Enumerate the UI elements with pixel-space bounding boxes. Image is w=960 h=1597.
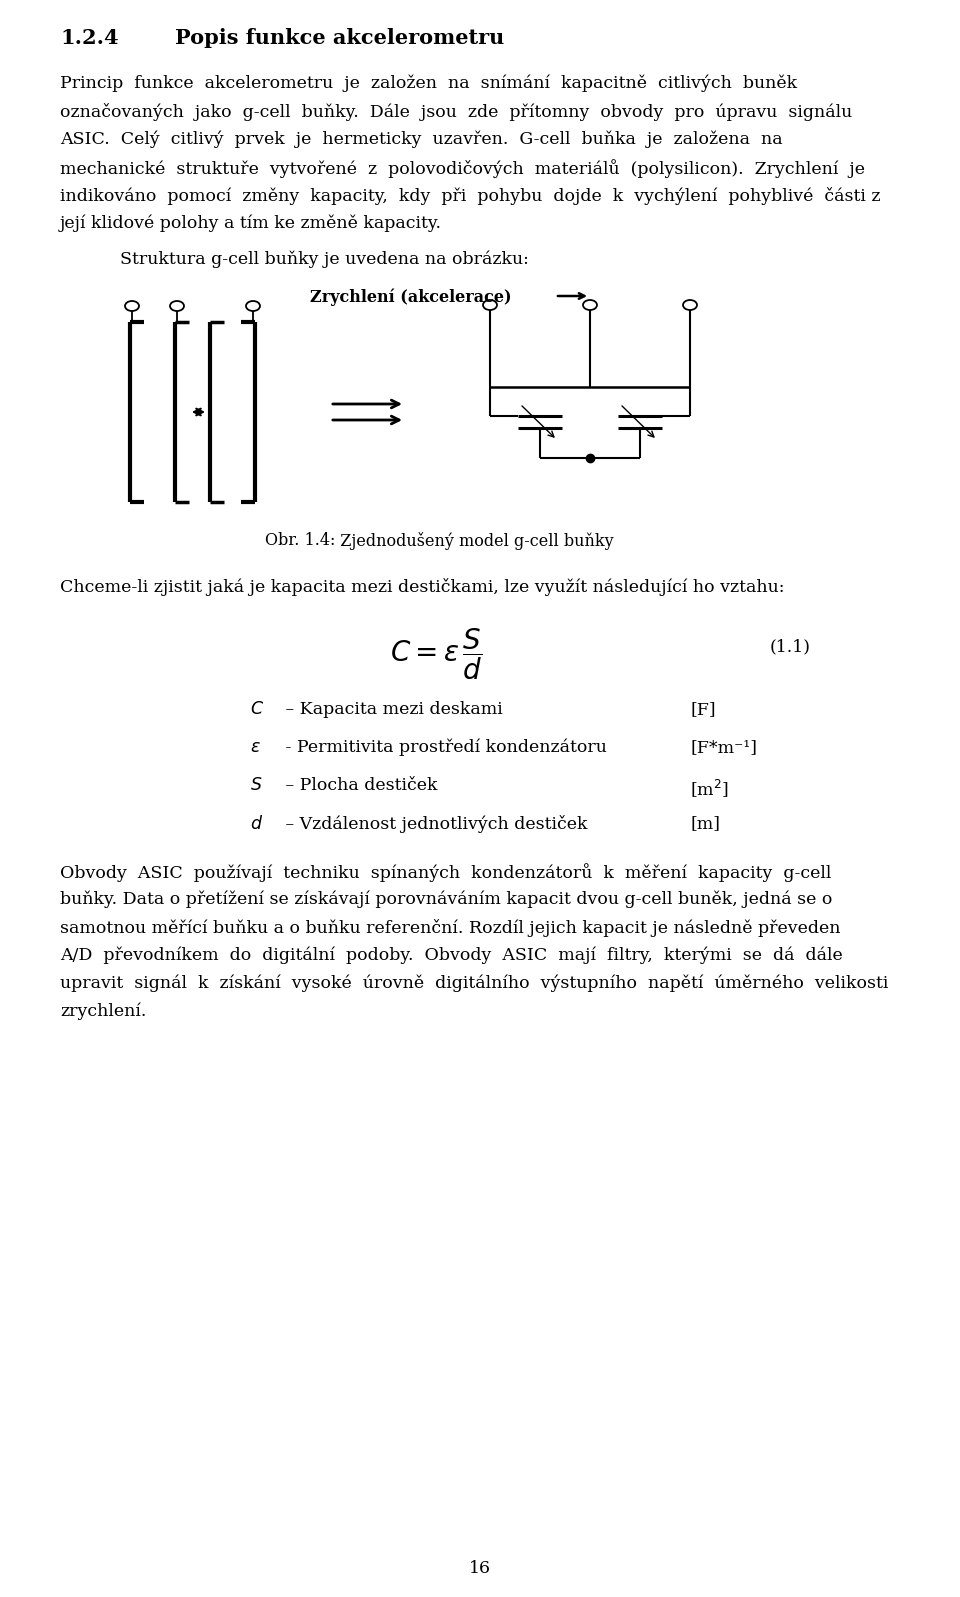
Text: [m]: [m] [690,814,720,832]
Text: Struktura g-cell buňky je uvedena na obrázku:: Struktura g-cell buňky je uvedena na obr… [120,251,529,268]
Text: označovaných  jako  g-cell  buňky.  Dále  jsou  zde  přítomny  obvody  pro  úpra: označovaných jako g-cell buňky. Dále jso… [60,102,852,121]
Text: indikováno  pomocí  změny  kapacity,  kdy  při  pohybu  dojde  k  vychýlení  poh: indikováno pomocí změny kapacity, kdy př… [60,187,880,204]
Text: ASIC.  Celý  citlivý  prvek  je  hermeticky  uzavřen.  G-cell  buňka  je  založe: ASIC. Celý citlivý prvek je hermeticky u… [60,131,782,149]
Text: Obvody  ASIC  používají  techniku  spínaných  kondenzátorů  k  měření  kapacity : Obvody ASIC používají techniku spínaných… [60,862,831,882]
Text: mechanické  struktuře  vytvořené  z  polovodičových  materiálů  (polysilicon).  : mechanické struktuře vytvořené z polovod… [60,160,865,177]
Text: $\varepsilon$: $\varepsilon$ [250,739,261,755]
Text: 1.2.4: 1.2.4 [60,29,119,48]
Text: 16: 16 [469,1560,491,1576]
Text: A/D  převodníkem  do  digitální  podoby.  Obvody  ASIC  mají  filtry,  kterými  : A/D převodníkem do digitální podoby. Obv… [60,947,843,965]
Text: Zjednodušený model g-cell buňky: Zjednodušený model g-cell buňky [330,532,613,549]
Text: upravit  signál  k  získání  vysoké  úrovně  digitálního  výstupního  napětí  úm: upravit signál k získání vysoké úrovně d… [60,976,888,992]
Text: buňky. Data o přetížení se získávají porovnáváním kapacit dvou g-cell buněk, jed: buňky. Data o přetížení se získávají por… [60,891,832,909]
Text: Zrychlení (akcelerace): Zrychlení (akcelerace) [310,289,512,307]
Text: $C = \varepsilon\,\dfrac{S}{d}$: $C = \varepsilon\,\dfrac{S}{d}$ [390,626,483,682]
Text: – Plocha destiček: – Plocha destiček [280,778,438,794]
Text: – Kapacita mezi deskami: – Kapacita mezi deskami [280,701,503,719]
Text: – Vzdálenost jednotlivých destiček: – Vzdálenost jednotlivých destiček [280,814,588,834]
Text: Popis funkce akcelerometru: Popis funkce akcelerometru [175,29,504,48]
Text: (1.1): (1.1) [770,637,811,655]
Text: její klidové polohy a tím ke změně kapacity.: její klidové polohy a tím ke změně kapac… [60,216,442,233]
Text: Obr. 1.4:: Obr. 1.4: [265,532,335,549]
Text: [m$^2$]: [m$^2$] [690,778,729,798]
Text: $S$: $S$ [250,778,262,794]
Text: Chceme-li zjistit jaká je kapacita mezi destičkami, lze využít následující ho vz: Chceme-li zjistit jaká je kapacita mezi … [60,578,784,596]
Text: $C$: $C$ [250,701,264,719]
Text: [F]: [F] [690,701,715,719]
Text: Princip  funkce  akcelerometru  je  založen  na  snímání  kapacitně  citlivých  : Princip funkce akcelerometru je založen … [60,75,797,93]
Text: [F*m⁻¹]: [F*m⁻¹] [690,739,757,755]
Text: $d$: $d$ [250,814,263,834]
Text: - Permitivita prostředí kondenzátoru: - Permitivita prostředí kondenzátoru [280,739,607,757]
Text: samotnou měřící buňku a o buňku referenční. Rozdíl jejich kapacit je následně př: samotnou měřící buňku a o buňku referenč… [60,918,841,937]
Text: zrychlení.: zrychlení. [60,1003,146,1020]
